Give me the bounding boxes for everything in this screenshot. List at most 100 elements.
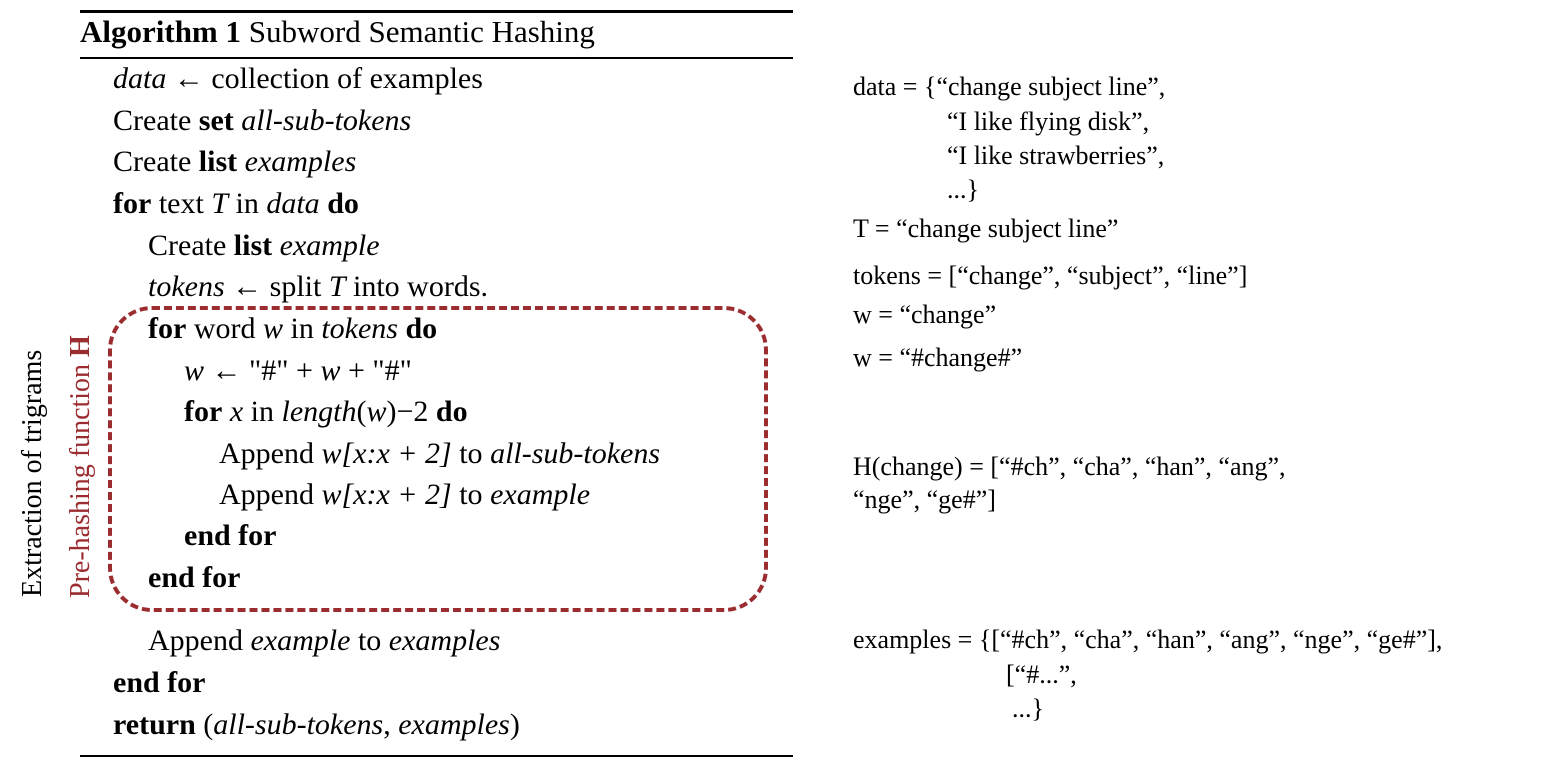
var-data: data bbox=[113, 62, 167, 95]
line-text: to bbox=[357, 624, 382, 657]
var-name: all-sub-tokens bbox=[213, 708, 384, 741]
algo-line-1: data ← collection of examples bbox=[113, 61, 483, 97]
algo-line-6: tokens ← split T into words. bbox=[148, 269, 488, 305]
var-name: examples bbox=[244, 145, 357, 178]
keyword: end for bbox=[113, 666, 206, 699]
keyword: for bbox=[148, 312, 187, 345]
example-h-line-2: “nge”, “ge#”] bbox=[853, 485, 996, 514]
line-text: ( bbox=[356, 395, 367, 428]
line-text: to bbox=[459, 478, 483, 511]
example-tokens: tokens = [“change”, “subject”, “line”] bbox=[853, 261, 1248, 290]
var-name: example bbox=[279, 229, 380, 262]
var-name: T bbox=[328, 270, 346, 303]
example-data-line-4: ...} bbox=[947, 175, 979, 204]
algo-line-12: end for bbox=[184, 518, 277, 554]
slice-expression: w[x:x + 2] bbox=[321, 437, 452, 470]
algo-line-9: for x in length(w)−2 do bbox=[184, 394, 468, 430]
algo-line-15: end for bbox=[113, 665, 206, 701]
assign-arrow: ← bbox=[211, 354, 242, 387]
algo-line-11: Append w[x:x + 2] to example bbox=[219, 477, 590, 513]
function-name: length bbox=[281, 395, 357, 428]
example-t: T = “change subject line” bbox=[853, 214, 1119, 243]
example-w: w = “change” bbox=[853, 300, 997, 329]
line-text: Create bbox=[113, 145, 192, 178]
line-text: to bbox=[459, 437, 483, 470]
algorithm-number: Algorithm 1 bbox=[80, 14, 242, 49]
pre-hashing-label-symbol: H bbox=[65, 335, 96, 357]
line-text: ( bbox=[203, 708, 214, 741]
keyword: list bbox=[198, 145, 238, 178]
line-text: Append bbox=[148, 624, 243, 657]
line-text: in bbox=[250, 395, 274, 428]
pre-hashing-label: Pre-hashing function H bbox=[64, 335, 98, 598]
var-name: tokens bbox=[148, 270, 225, 303]
keyword: for bbox=[184, 395, 223, 428]
example-examples-line-1: examples = {[“#ch”, “cha”, “han”, “ang”,… bbox=[853, 625, 1443, 654]
var-name: data bbox=[266, 187, 320, 220]
assign-arrow: ← bbox=[173, 62, 204, 95]
line-text: in bbox=[290, 312, 314, 345]
trigram-extraction-label: Extraction of trigrams bbox=[17, 349, 48, 597]
var-name: tokens bbox=[321, 312, 398, 345]
algorithm-title: Algorithm 1 Subword Semantic Hashing bbox=[80, 10, 595, 54]
algo-line-13: end for bbox=[148, 560, 241, 596]
example-data-line-3: “I like strawberries”, bbox=[947, 141, 1165, 170]
keyword: set bbox=[198, 104, 234, 137]
var-name: w bbox=[366, 395, 387, 428]
algo-line-4: for text T in data do bbox=[113, 186, 359, 222]
var-name: all-sub-tokens bbox=[490, 437, 661, 470]
keyword: do bbox=[405, 312, 438, 345]
example-h-line-1: H(change) = [“#ch”, “cha”, “han”, “ang”, bbox=[853, 452, 1286, 481]
var-name: T bbox=[211, 187, 228, 220]
line-text: ) bbox=[509, 708, 520, 741]
keyword: for bbox=[113, 187, 152, 220]
algo-line-8: w ← "#" + w + "#" bbox=[184, 353, 412, 389]
example-data-line-2: “I like flying disk”, bbox=[947, 107, 1150, 136]
line-text: + "#" bbox=[340, 354, 412, 387]
keyword: end for bbox=[148, 561, 241, 594]
example-w-padded: w = “#change#” bbox=[853, 343, 1023, 372]
var-name: examples bbox=[398, 708, 510, 741]
slice-expression: w[x:x + 2] bbox=[321, 478, 452, 511]
keyword: end for bbox=[184, 519, 277, 552]
example-examples-line-2: [“#...”, bbox=[1006, 660, 1077, 689]
keyword: do bbox=[327, 187, 359, 220]
keyword: return bbox=[113, 708, 196, 741]
keyword: do bbox=[435, 395, 468, 428]
line-text: in bbox=[235, 187, 259, 220]
algo-line-7: for word w in tokens do bbox=[148, 311, 437, 347]
keyword: list bbox=[233, 229, 273, 262]
algorithm-name: Subword Semantic Hashing bbox=[248, 14, 595, 49]
var-name: all-sub-tokens bbox=[241, 104, 412, 137]
line-text: Create bbox=[113, 104, 192, 137]
algo-line-10: Append w[x:x + 2] to all-sub-tokens bbox=[219, 436, 660, 472]
title-rule bbox=[80, 57, 793, 59]
line-text: )−2 bbox=[386, 395, 429, 428]
algo-line-16: return (all-sub-tokens, examples) bbox=[113, 707, 520, 743]
line-text: Append bbox=[219, 437, 314, 470]
line-text: collection of examples bbox=[211, 62, 483, 95]
bottom-rule bbox=[80, 755, 793, 757]
var-name: w bbox=[262, 312, 283, 345]
pre-hashing-box bbox=[108, 306, 768, 612]
line-text: text bbox=[158, 187, 204, 220]
var-name: example bbox=[490, 478, 591, 511]
line-text: , bbox=[383, 708, 399, 741]
algo-line-2: Create set all-sub-tokens bbox=[113, 103, 411, 139]
algo-line-14: Append example to examples bbox=[148, 623, 500, 659]
line-text: word bbox=[193, 312, 256, 345]
pre-hashing-label-text: Pre-hashing function bbox=[65, 356, 96, 598]
algo-line-3: Create list examples bbox=[113, 144, 356, 180]
line-text: "#" + bbox=[249, 354, 321, 387]
algo-line-5: Create list example bbox=[148, 228, 380, 264]
var-name: examples bbox=[388, 624, 501, 657]
line-text: split bbox=[269, 270, 322, 303]
line-text: into words. bbox=[353, 270, 489, 303]
var-name: w bbox=[184, 354, 205, 387]
var-name: example bbox=[250, 624, 351, 657]
line-text: Append bbox=[219, 478, 314, 511]
assign-arrow: ← bbox=[232, 270, 263, 303]
var-name: w bbox=[320, 354, 341, 387]
example-examples-line-3: ...} bbox=[1012, 694, 1044, 723]
line-text: Create bbox=[148, 229, 227, 262]
